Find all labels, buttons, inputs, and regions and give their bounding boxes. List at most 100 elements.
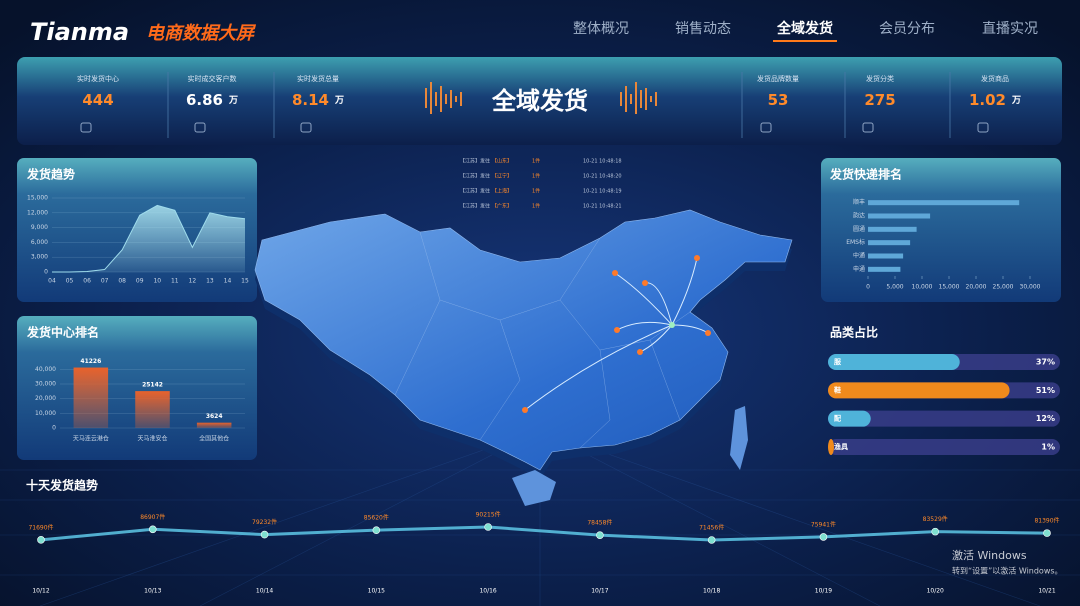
- province-borders: [394, 231, 691, 449]
- value-label: 90215件: [476, 511, 501, 519]
- kpi-icon: [760, 122, 772, 133]
- kpi-value: 8.14 万: [292, 91, 344, 109]
- progress-bar: [828, 439, 834, 455]
- feed-qty: 1件: [532, 173, 540, 180]
- kpi-unit: 万: [334, 95, 344, 106]
- point: [707, 536, 716, 544]
- kpi-label: 发货品牌数量: [757, 74, 799, 83]
- bar-label: 41226: [80, 358, 101, 365]
- x-tick-label: 全国其他仓: [199, 435, 229, 443]
- bar-label: 25142: [142, 382, 163, 389]
- x-tick-label: 0: [866, 284, 870, 291]
- area: [52, 205, 245, 272]
- point: [931, 527, 940, 536]
- feed-time: 10-21 10:48:18: [583, 159, 622, 165]
- value-label: 71690件: [28, 523, 53, 531]
- map-island: [512, 470, 556, 506]
- feed-qty: 1件: [532, 188, 540, 195]
- kpi-number: 444: [82, 91, 113, 109]
- feed-qty: 1件: [532, 203, 540, 210]
- nav-item[interactable]: 直播实况: [982, 20, 1038, 37]
- category-label: 鞋: [834, 385, 841, 394]
- point: [1043, 529, 1051, 537]
- feed-to: 【山东】: [492, 158, 512, 165]
- nav-item[interactable]: 整体概况: [573, 21, 629, 37]
- point: [148, 525, 157, 534]
- panel-title: 发货中心排名: [26, 325, 99, 340]
- x-tick-label: 10/19: [815, 588, 832, 595]
- bar: [868, 253, 904, 259]
- line: [40, 525, 1048, 542]
- x-tick-label: 06: [83, 278, 91, 285]
- nav-item[interactable]: 销售动态: [675, 21, 731, 37]
- panel-title: 发货快递排名: [829, 167, 902, 182]
- kpi-number: 8.14: [292, 91, 329, 109]
- x-tick-label: 天马淮安仓: [137, 435, 167, 443]
- x-tick-label: 09: [136, 278, 144, 285]
- point: [372, 526, 381, 534]
- x-tick-label: 15,000: [939, 284, 960, 291]
- x-tick-label: 11: [171, 278, 179, 285]
- y-tick-label: 12,000: [27, 209, 48, 216]
- feed-time: 10-21 10:48:20: [583, 174, 622, 180]
- kpi-label: 实时发货中心: [77, 74, 119, 83]
- bar-label: 3624: [206, 413, 223, 420]
- progress-track: [828, 410, 1060, 427]
- feed-time: 10-21 10:48:19: [583, 189, 622, 195]
- kpi-value: 275: [864, 91, 895, 109]
- x-tick-label: 10/12: [32, 588, 49, 595]
- kpi-number: 275: [864, 91, 895, 109]
- x-tick-label: 10/14: [256, 588, 273, 595]
- feed-to: 【上海】: [492, 188, 512, 195]
- bar: [868, 266, 901, 272]
- map-land: [254, 209, 793, 471]
- nav-item[interactable]: 会员分布: [879, 21, 935, 37]
- panel-title: 发货趋势: [26, 167, 75, 182]
- y-tick-label: 圆通: [853, 225, 865, 233]
- point: [37, 536, 45, 544]
- y-tick-label: 0: [44, 269, 48, 276]
- kpi-icon: [862, 122, 874, 133]
- y-tick-label: 中通: [853, 252, 865, 260]
- x-tick-label: 20,000: [966, 284, 987, 291]
- x-tick-label: 10/17: [591, 588, 608, 595]
- x-tick-label: 30,000: [1020, 284, 1041, 291]
- kpi-panel: [17, 57, 1062, 145]
- feed-from: 【江苏】发往: [460, 158, 490, 165]
- value-label: 86907件: [140, 513, 165, 521]
- banner-title: 全域发货: [491, 87, 588, 115]
- app-title: 电商数据大屏: [146, 23, 257, 44]
- kpi-label: 发货分类: [866, 74, 894, 83]
- y-tick-label: 6,000: [31, 239, 48, 246]
- kpi-unit: 万: [1011, 95, 1021, 106]
- y-tick-label: 韵达: [853, 212, 865, 220]
- value-label: 1%: [1041, 443, 1055, 452]
- nav-item[interactable]: 全域发货: [776, 20, 833, 37]
- y-tick-label: 顺丰: [853, 198, 865, 206]
- x-tick-label: 10/21: [1038, 588, 1055, 595]
- x-tick-label: 10,000: [912, 284, 933, 291]
- kpi-icon: [977, 122, 989, 133]
- feed-from: 【江苏】发往: [460, 173, 490, 180]
- feed-from: 【江苏】发往: [460, 188, 490, 195]
- bar: [868, 213, 931, 219]
- x-tick-label: 10/15: [368, 588, 385, 595]
- value-label: 83529件: [923, 515, 948, 523]
- watermark-title: 激活 Windows: [952, 548, 1027, 562]
- map-island: [730, 406, 748, 470]
- bar: [868, 240, 911, 246]
- panel-title: 十天发货趋势: [26, 478, 98, 493]
- line: [52, 204, 246, 273]
- x-tick-label: 25,000: [993, 284, 1014, 291]
- value-label: 75941件: [811, 520, 836, 528]
- bar: [868, 200, 1020, 206]
- y-tick-label: 15,000: [27, 195, 48, 202]
- value-label: 37%: [1036, 358, 1055, 367]
- y-tick-label: 9,000: [31, 224, 48, 231]
- feed-to: 【广东】: [492, 203, 512, 210]
- y-tick-label: 10,000: [35, 410, 56, 417]
- point: [596, 531, 604, 539]
- kpi-value: 444: [82, 91, 113, 109]
- x-tick-label: 10/13: [144, 588, 161, 595]
